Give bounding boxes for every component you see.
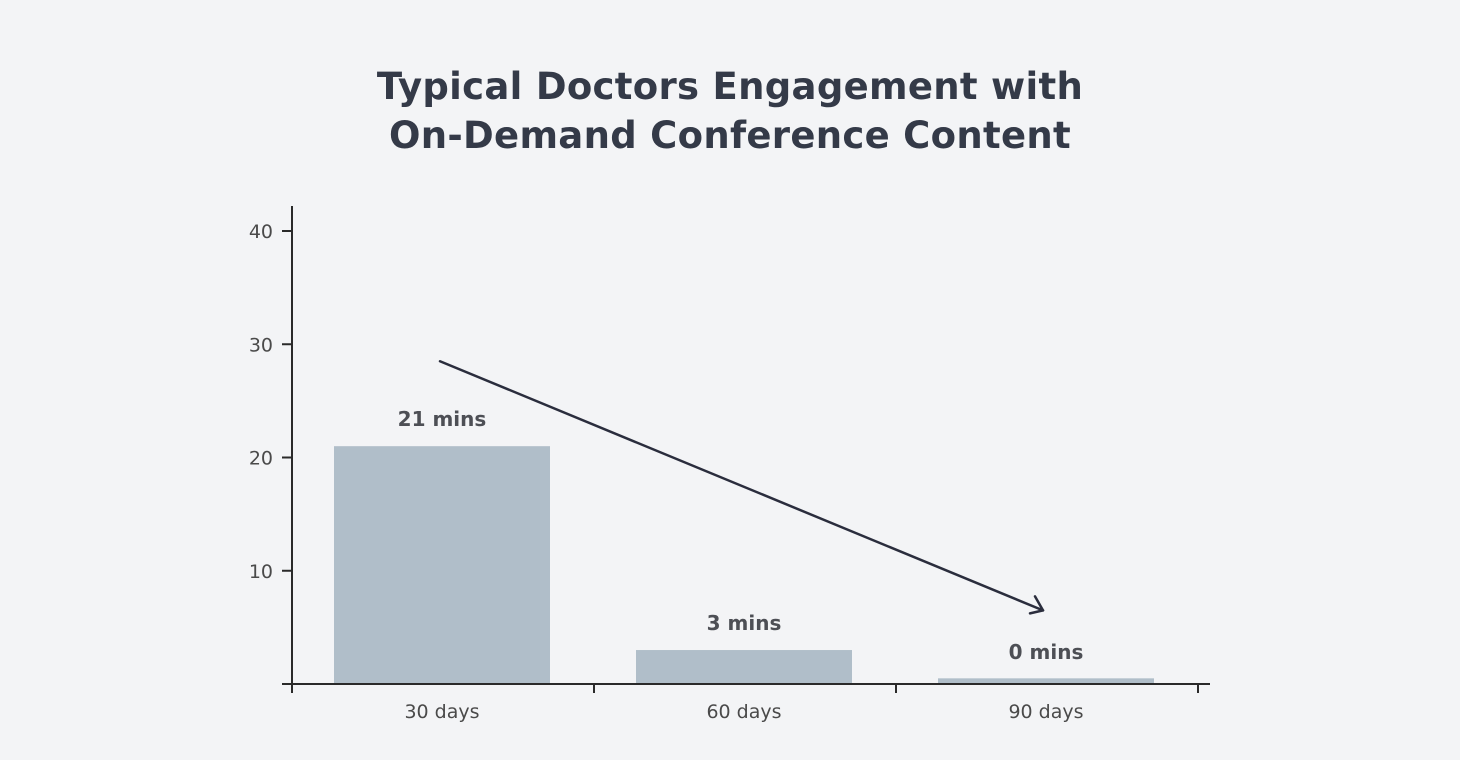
trend-arrow-line bbox=[438, 359, 1045, 612]
data-label: 0 mins bbox=[1009, 640, 1084, 664]
bar-90-days bbox=[938, 678, 1154, 684]
chart-title-line-2: On-Demand Conference Content bbox=[388, 114, 1071, 157]
y-tick-label: 10 bbox=[249, 561, 273, 583]
data-label: 21 mins bbox=[398, 407, 487, 431]
x-tick-label: 60 days bbox=[706, 701, 781, 723]
x-tick-label: 30 days bbox=[404, 701, 479, 723]
data-label: 3 mins bbox=[707, 611, 782, 635]
x-tick-label: 90 days bbox=[1008, 701, 1083, 723]
y-tick-label: 20 bbox=[249, 448, 273, 470]
y-tick-label: 30 bbox=[249, 334, 273, 356]
arrowhead-icon bbox=[1028, 595, 1045, 615]
chart-title: Typical Doctors Engagement with On-Deman… bbox=[0, 62, 1460, 160]
y-tick-label: 40 bbox=[249, 221, 273, 243]
chart-title-line-1: Typical Doctors Engagement with bbox=[376, 65, 1084, 108]
bar-60-days bbox=[636, 650, 852, 684]
bar-30-days bbox=[334, 446, 550, 684]
